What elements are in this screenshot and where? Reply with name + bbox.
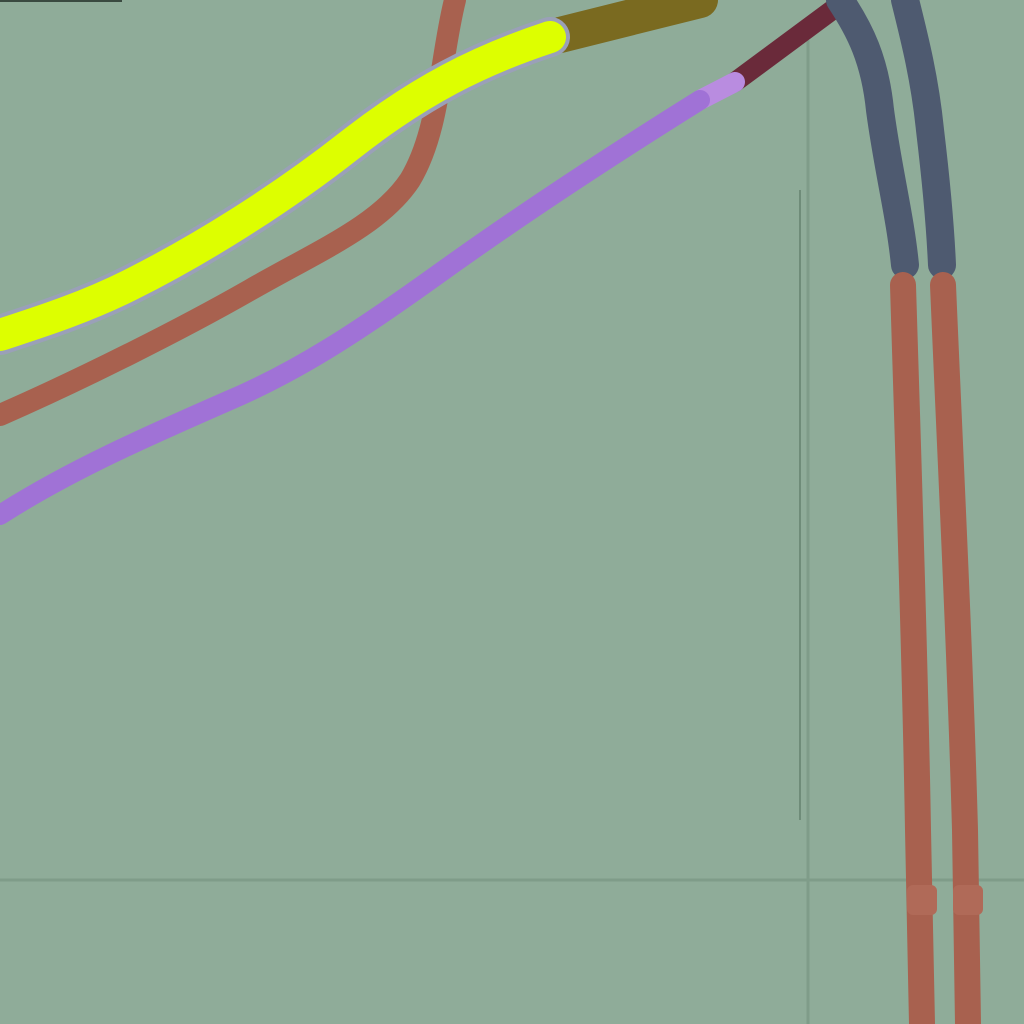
wire-maroon-end[interactable]: [725, 0, 845, 92]
wire-slate-right[interactable]: [891, 0, 956, 279]
wire-purple[interactable]: [0, 90, 710, 525]
wire-red-right[interactable]: [930, 272, 981, 1024]
wire-slate-left[interactable]: [826, 0, 919, 279]
wire-red-left[interactable]: [890, 272, 935, 1024]
connector-left: [907, 885, 937, 915]
connector-right: [953, 885, 983, 915]
wire-yellow[interactable]: [0, 21, 566, 351]
wire-yellow-dark-segment[interactable]: [542, 0, 718, 53]
